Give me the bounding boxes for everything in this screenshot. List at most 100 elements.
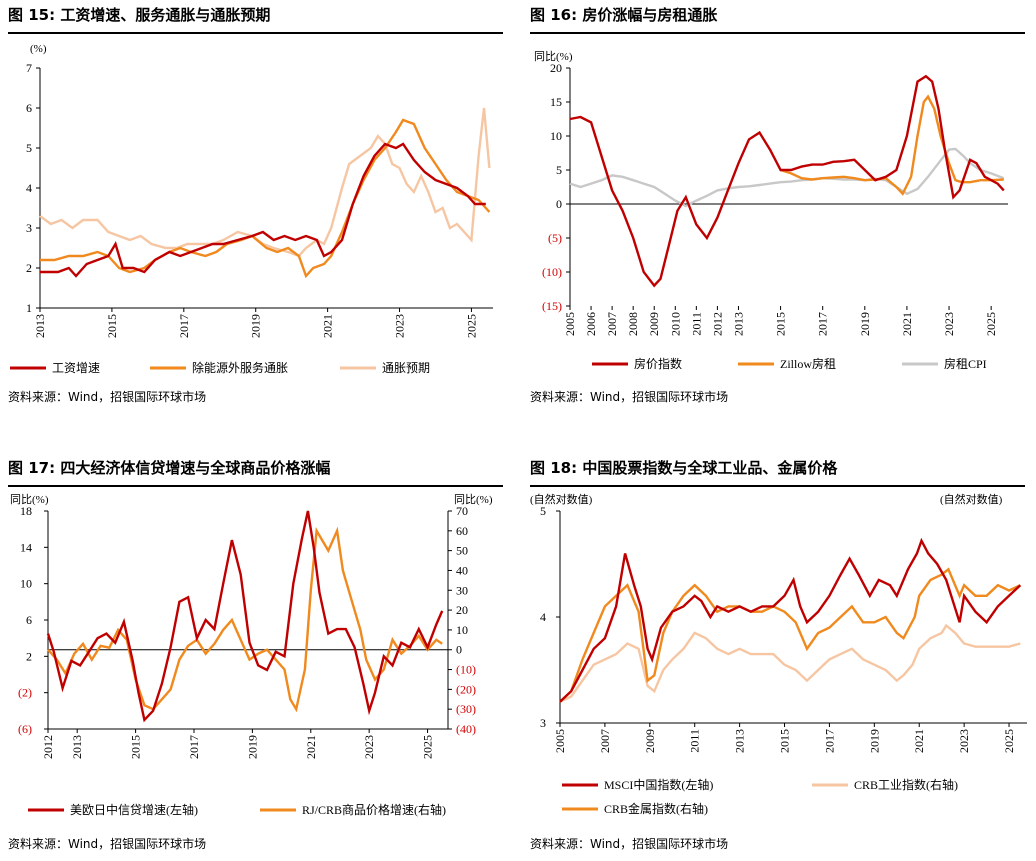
- y-tick-label: 2: [26, 649, 32, 663]
- y-tick-label: 20: [456, 603, 468, 617]
- unit-label: (%): [30, 43, 47, 55]
- x-tick-label: 2006: [584, 312, 598, 336]
- x-tick-label: 2021: [912, 729, 926, 753]
- chart-title: 图 18: 中国股票指数与全球工业品、金属价格: [530, 459, 838, 477]
- y-tick-label: 20: [550, 61, 562, 75]
- title-rule: [8, 32, 503, 34]
- unit-label-left: (自然对数值): [530, 492, 593, 506]
- legend-label: MSCI中国指数(左轴): [604, 777, 713, 792]
- legend-label: 通胀预期: [382, 361, 430, 375]
- chart-16-plot: 同比(%) (15) (10) (5) 0 5 10 15 20 2005 2006 2007 200…: [534, 50, 1008, 371]
- x-tick-label: 2013: [70, 735, 84, 759]
- x-tick-label: 2012: [41, 735, 55, 759]
- y-tick-label: (2): [18, 686, 32, 700]
- source-note: 资料来源：Wind，招银国际环球市场: [530, 390, 729, 404]
- y-tick-label: 70: [456, 504, 468, 518]
- x-tick-label: 2017: [816, 312, 830, 336]
- series-line-通胀预期: [39, 107, 491, 258]
- x-tick-label: 2011: [689, 312, 703, 336]
- x-tick-label: 2021: [304, 735, 318, 759]
- y-tick-label: 1: [26, 301, 32, 315]
- source-note: 资料来源：Wind，招银国际环球市场: [530, 837, 729, 851]
- x-tick-label: 2015: [774, 312, 788, 336]
- y-tick-label: (15): [542, 299, 562, 313]
- series-line-工资增速: [40, 142, 486, 278]
- chart-title: 图 17: 四大经济体信贷增速与全球商品价格涨幅: [8, 459, 331, 477]
- legend-label: RJ/CRB商品价格增速(右轴): [302, 802, 446, 817]
- y-tick-label: 6: [26, 613, 32, 627]
- y-tick-label: 5: [556, 163, 562, 177]
- y-tick-label: 0: [556, 197, 562, 211]
- x-tick-label: 2015: [105, 314, 119, 338]
- x-tick-label: 2025: [1002, 729, 1016, 753]
- legend-label: 房价指数: [634, 356, 682, 371]
- y-tick-label: 3: [26, 221, 32, 235]
- x-tick-label: 2023: [957, 729, 971, 753]
- y-tick-label: 14: [20, 540, 32, 554]
- x-tick-label: 2009: [647, 312, 661, 336]
- y-tick-label: (10): [456, 663, 476, 677]
- y-tick-label: 10: [550, 129, 562, 143]
- chart-panel-15: 图 15: 工资增速、服务通胀与通胀预期 (%) 1 2 3 4 5 6 7 2013 2015…: [8, 2, 503, 412]
- chart-title: 图 16: 房价涨幅与房租通胀: [530, 6, 718, 24]
- y-tick-label: 0: [456, 643, 462, 657]
- y-tick-label: 40: [456, 563, 468, 577]
- x-tick-label: 2025: [464, 314, 478, 338]
- series-line-CRB金属指数(右轴): [559, 567, 1021, 703]
- unit-label-right: (自然对数值): [940, 492, 1003, 506]
- chart-15-plot: (%) 1 2 3 4 5 6 7 2013 2015 2017 2019 2021 2023 2025 工…: [10, 43, 493, 375]
- chart-panel-18: 图 18: 中国股票指数与全球工业品、金属价格 (自然对数值) (自然对数值) …: [530, 455, 1030, 859]
- legend-label: CRB金属指数(右轴): [604, 801, 708, 816]
- x-tick-label: 2011: [688, 729, 702, 753]
- unit-label: 同比(%): [534, 50, 573, 63]
- x-tick-label: 2013: [33, 314, 47, 338]
- x-tick-label: 2021: [900, 312, 914, 336]
- legend-label: 除能源外服务通胀: [192, 360, 288, 375]
- x-tick-label: 2023: [393, 314, 407, 338]
- x-tick-label: 2017: [822, 729, 836, 753]
- x-tick-label: 2015: [778, 729, 792, 753]
- x-tick-label: 2023: [942, 312, 956, 336]
- y-tick-label: 60: [456, 524, 468, 538]
- y-tick-label: 5: [540, 504, 546, 518]
- chart-panel-16: 图 16: 房价涨幅与房租通胀 同比(%) (15) (10) (5) 0 5 10 15 2…: [530, 2, 1025, 412]
- legend-label: 工资增速: [52, 361, 100, 375]
- title-rule: [530, 32, 1025, 34]
- x-tick-label: 2019: [867, 729, 881, 753]
- y-tick-label: 15: [550, 95, 562, 109]
- source-note: 资料来源：Wind，招银国际环球市场: [8, 837, 207, 851]
- series-line-除能源外服务通胀: [40, 118, 491, 279]
- chart-17-plot: 同比(%) 同比(%) (6) (2) 2 6 10 14 18 (40) (30) (20) (1…: [10, 493, 493, 817]
- y-tick-label: 4: [540, 610, 546, 624]
- x-tick-label: 2008: [626, 312, 640, 336]
- x-tick-label: 2012: [710, 312, 724, 336]
- x-tick-label: 2019: [858, 312, 872, 336]
- y-tick-label: 6: [26, 101, 32, 115]
- x-tick-label: 2019: [249, 314, 263, 338]
- unit-label-left: 同比(%): [10, 493, 49, 506]
- x-tick-label: 2005: [553, 729, 567, 753]
- chart-18-plot: (自然对数值) (自然对数值) 3 4 5 2005 2007 2009 2011 2013 2…: [530, 492, 1027, 816]
- x-tick-label: 2025: [984, 312, 998, 336]
- y-tick-label: 30: [456, 583, 468, 597]
- y-tick-label: 10: [20, 577, 32, 591]
- legend-label: CRB工业指数(右轴): [854, 777, 958, 792]
- y-tick-label: (10): [542, 265, 562, 279]
- legend-label: 美欧日中信贷增速(左轴): [70, 802, 198, 817]
- y-tick-label: (6): [18, 722, 32, 736]
- x-tick-label: 2005: [563, 312, 577, 336]
- series-line-CRB工业指数(右轴): [559, 623, 1021, 703]
- title-rule: [530, 485, 1025, 487]
- y-tick-label: 2: [26, 261, 32, 275]
- x-tick-label: 2007: [605, 312, 619, 336]
- x-tick-label: 2025: [421, 735, 435, 759]
- y-tick-label: 10: [456, 623, 468, 637]
- y-tick-label: 50: [456, 544, 468, 558]
- series-line-房租CPI: [569, 147, 1005, 208]
- source-note: 资料来源：Wind，招银国际环球市场: [8, 390, 207, 404]
- chart-title: 图 15: 工资增速、服务通胀与通胀预期: [8, 6, 271, 24]
- y-tick-label: (40): [456, 722, 476, 736]
- x-tick-label: 2017: [177, 314, 191, 338]
- title-rule: [8, 485, 503, 487]
- x-tick-label: 2017: [187, 735, 201, 759]
